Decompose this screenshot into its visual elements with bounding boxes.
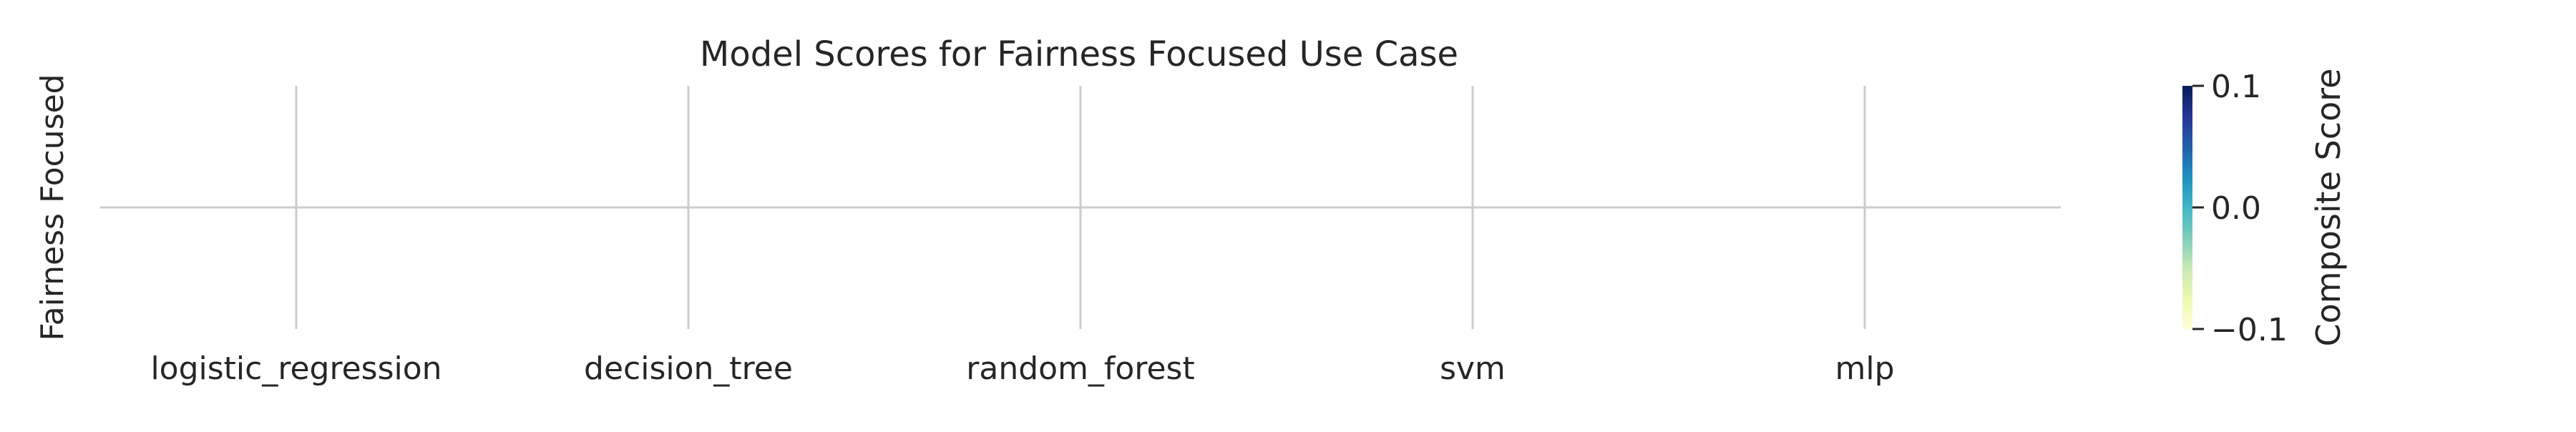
colorbar-label: Composite Score bbox=[2309, 69, 2348, 347]
x-tick-label: logistic_regression bbox=[150, 350, 441, 387]
x-tick-label: decision_tree bbox=[584, 350, 793, 387]
x-tick-label: mlp bbox=[1835, 350, 1894, 387]
colorbar-tick-label: 0.0 bbox=[2211, 190, 2261, 227]
colorbar-ticks: 0.1 0.0 −0.1 bbox=[2192, 69, 2288, 348]
plot-area bbox=[100, 86, 2061, 329]
x-tick-labels: logistic_regression decision_tree random_f… bbox=[150, 350, 1894, 387]
x-tick-label: random_forest bbox=[966, 350, 1194, 387]
colorbar: 0.1 0.0 −0.1 Composite Score bbox=[2182, 69, 2348, 348]
x-tick-label: svm bbox=[1440, 350, 1506, 387]
colorbar-gradient-bar bbox=[2182, 86, 2192, 329]
colorbar-tick-label: −0.1 bbox=[2211, 312, 2288, 348]
chart-title: Model Scores for Fairness Focused Use Ca… bbox=[700, 34, 1458, 74]
colorbar-tick-label: 0.1 bbox=[2211, 69, 2261, 105]
row-label: Fairness Focused bbox=[34, 74, 71, 340]
